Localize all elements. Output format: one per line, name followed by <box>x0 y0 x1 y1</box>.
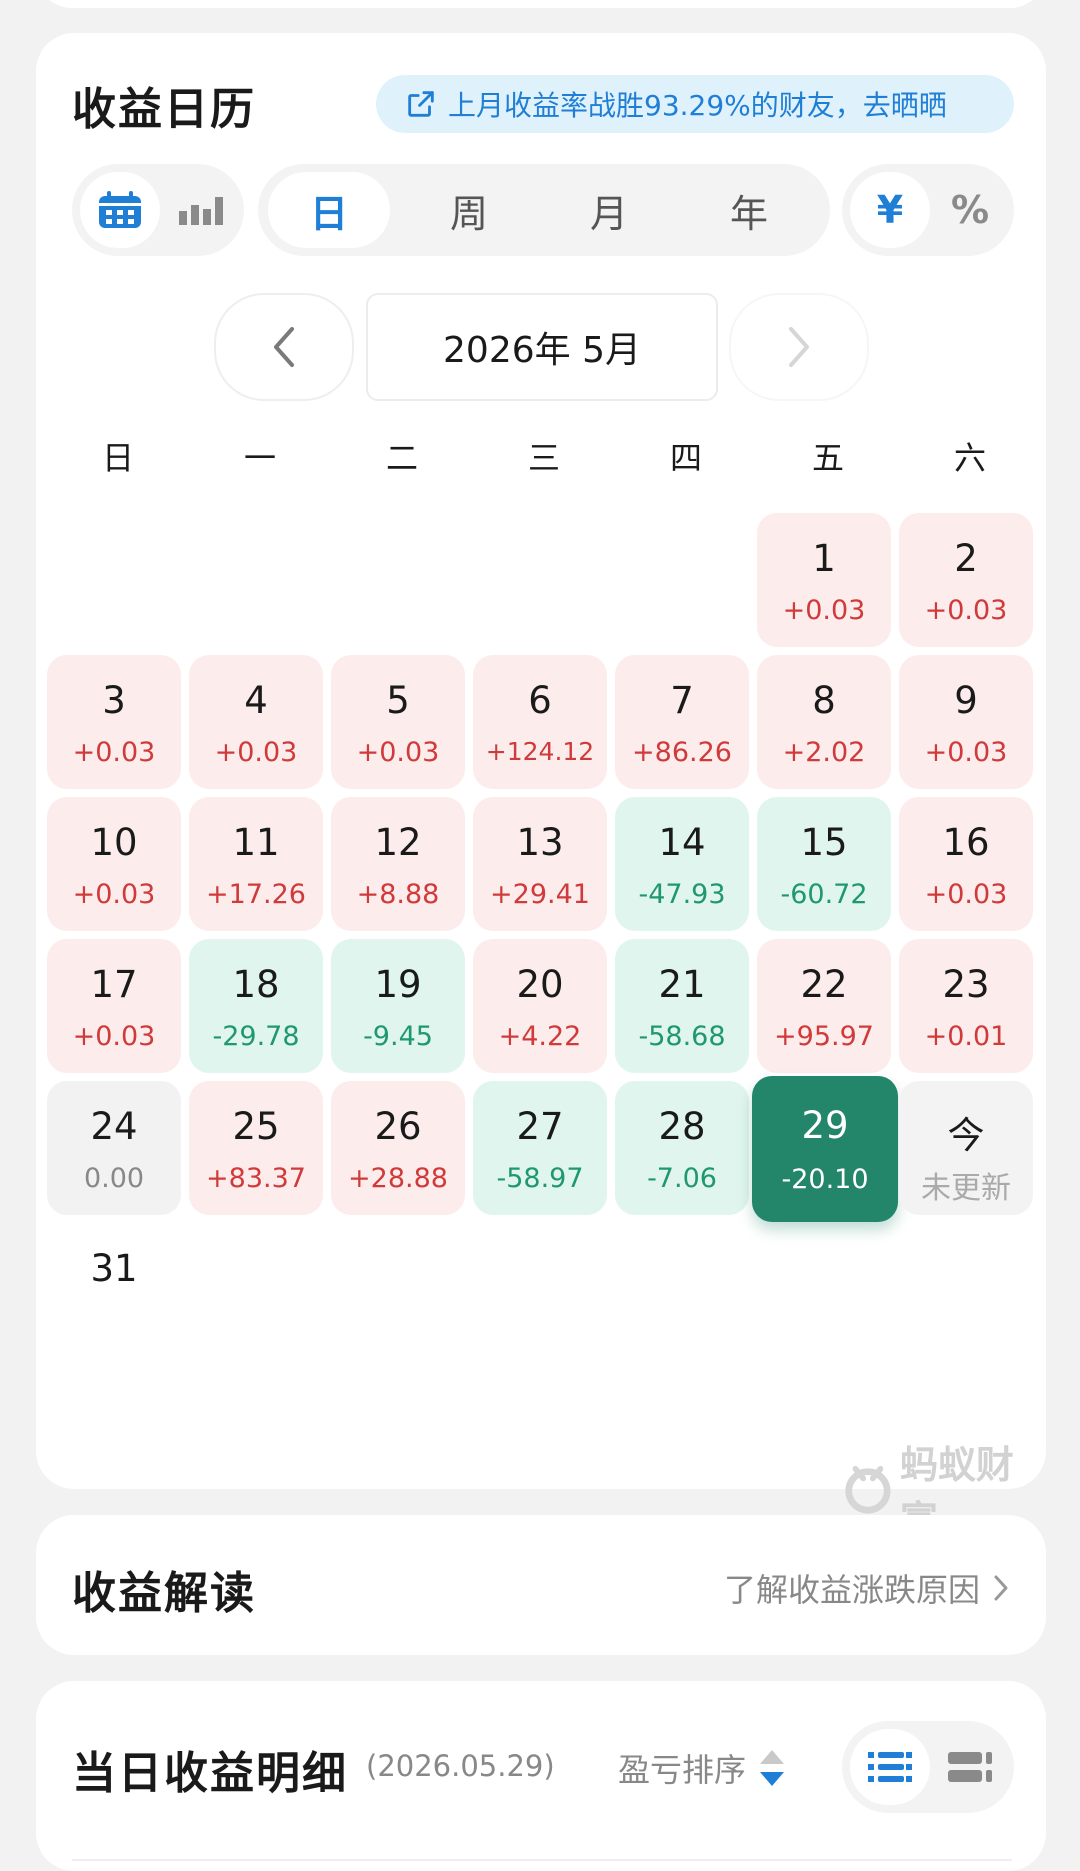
day-cell-selected[interactable]: 29 -20.10 <box>752 1076 898 1222</box>
day-cell[interactable]: 21 -58.68 <box>615 939 749 1073</box>
chevron-left-icon <box>274 327 294 367</box>
card-view-button[interactable] <box>930 1729 1010 1805</box>
day-cell[interactable]: 24 0.00 <box>47 1081 181 1215</box>
day-cell[interactable]: 16 +0.03 <box>899 797 1033 931</box>
share-banner[interactable]: 上月收益率战胜93.29%的财友，去晒晒 <box>376 75 1014 133</box>
day-cell[interactable]: 9 +0.03 <box>899 655 1033 789</box>
day-cell[interactable]: 23 +0.01 <box>899 939 1033 1073</box>
day-cell[interactable]: 13 +29.41 <box>473 797 607 931</box>
detail-title: 当日收益明细 <box>72 1748 348 1799</box>
day-cell[interactable]: 8 +2.02 <box>757 655 891 789</box>
previous-card-edge <box>36 0 1046 8</box>
day-cell[interactable]: 7 +86.26 <box>615 655 749 789</box>
card-view-icon <box>948 1752 992 1782</box>
sort-button[interactable]: 盈亏排序 <box>618 1745 786 1791</box>
day-cell[interactable]: 25 +83.37 <box>189 1081 323 1215</box>
prev-month-button[interactable] <box>214 293 354 401</box>
tab-day[interactable]: 日 <box>268 172 390 248</box>
sort-icon <box>760 1750 785 1786</box>
day-cell-today[interactable]: 今未更新 <box>899 1081 1033 1215</box>
unit-yuan-button[interactable]: ¥ <box>850 172 930 248</box>
day-cell[interactable]: 18 -29.78 <box>189 939 323 1073</box>
weekday-label: 一 <box>243 439 276 477</box>
weekday-label: 六 <box>953 439 986 477</box>
day-cell[interactable]: 20 +4.22 <box>473 939 607 1073</box>
bar-chart-icon <box>179 197 223 225</box>
day-cell[interactable]: 2 +0.03 <box>899 513 1033 647</box>
day-cell[interactable]: 11 +17.26 <box>189 797 323 931</box>
tab-week[interactable]: 周 <box>449 191 488 236</box>
tab-year[interactable]: 年 <box>729 191 768 236</box>
chevron-right-icon <box>994 1575 1008 1601</box>
chart-view-button[interactable] <box>160 172 240 248</box>
ant-fortune-logo-icon <box>845 1465 891 1514</box>
day-cell[interactable]: 5 +0.03 <box>331 655 465 789</box>
card-title: 收益日历 <box>72 84 256 135</box>
day-cell[interactable]: 1 +0.03 <box>757 513 891 647</box>
list-icon <box>868 1752 912 1782</box>
day-cell[interactable]: 22 +95.97 <box>757 939 891 1073</box>
unit-percent-button[interactable]: % <box>950 188 990 232</box>
external-link-icon <box>408 91 434 117</box>
day-cell[interactable]: 6 +124.12 <box>473 655 607 789</box>
day-cell[interactable]: 3 +0.03 <box>47 655 181 789</box>
month-label[interactable]: 2026年 5月 <box>366 293 718 401</box>
next-month-button[interactable] <box>729 293 869 401</box>
profit-calendar-card: 收益日历 上月收益率战胜93.29%的财友，去晒晒 <box>36 33 1046 1542</box>
divider <box>72 1859 1012 1861</box>
detail-date: (2026.05.29) <box>366 1749 555 1783</box>
day-cell[interactable]: 4 +0.03 <box>189 655 323 789</box>
list-view-button[interactable] <box>850 1729 930 1805</box>
weekday-label: 四 <box>669 439 702 477</box>
weekday-label: 日 <box>101 439 134 477</box>
unit-toggle: ¥ % <box>842 164 1014 256</box>
tab-month[interactable]: 月 <box>589 191 628 236</box>
day-cell[interactable]: 15 -60.72 <box>757 797 891 931</box>
weekday-label: 三 <box>527 439 560 477</box>
day-cell[interactable]: 19 -9.45 <box>331 939 465 1073</box>
daily-profit-detail-card: 当日收益明细 (2026.05.29) 盈亏排序 <box>36 1681 1046 1871</box>
interpretation-link[interactable]: 了解收益涨跌原因 <box>724 1565 1010 1611</box>
period-tabs: 日 周 月 年 <box>258 164 830 256</box>
day-cell[interactable]: 26 +28.88 <box>331 1081 465 1215</box>
view-type-toggle <box>72 164 244 256</box>
day-cell[interactable]: 10 +0.03 <box>47 797 181 931</box>
day-cell[interactable]: 27 -58.97 <box>473 1081 607 1215</box>
profit-interpretation-card[interactable]: 收益解读 了解收益涨跌原因 <box>36 1515 1046 1655</box>
share-banner-text: 上月收益率战胜93.29%的财友，去晒晒 <box>448 89 947 122</box>
weekday-label: 二 <box>385 439 418 477</box>
day-cell[interactable]: 14 -47.93 <box>615 797 749 931</box>
day-cell[interactable]: 31 <box>90 1247 138 1290</box>
list-view-toggle <box>842 1721 1014 1813</box>
calendar-view-button[interactable] <box>80 172 160 248</box>
day-cell[interactable]: 17 +0.03 <box>47 939 181 1073</box>
calendar-icon <box>99 191 141 228</box>
day-cell[interactable]: 12 +8.88 <box>331 797 465 931</box>
day-cell[interactable]: 28 -7.06 <box>615 1081 749 1215</box>
interpretation-title: 收益解读 <box>72 1568 256 1619</box>
chevron-right-icon <box>789 327 809 367</box>
weekday-label: 五 <box>811 439 844 477</box>
